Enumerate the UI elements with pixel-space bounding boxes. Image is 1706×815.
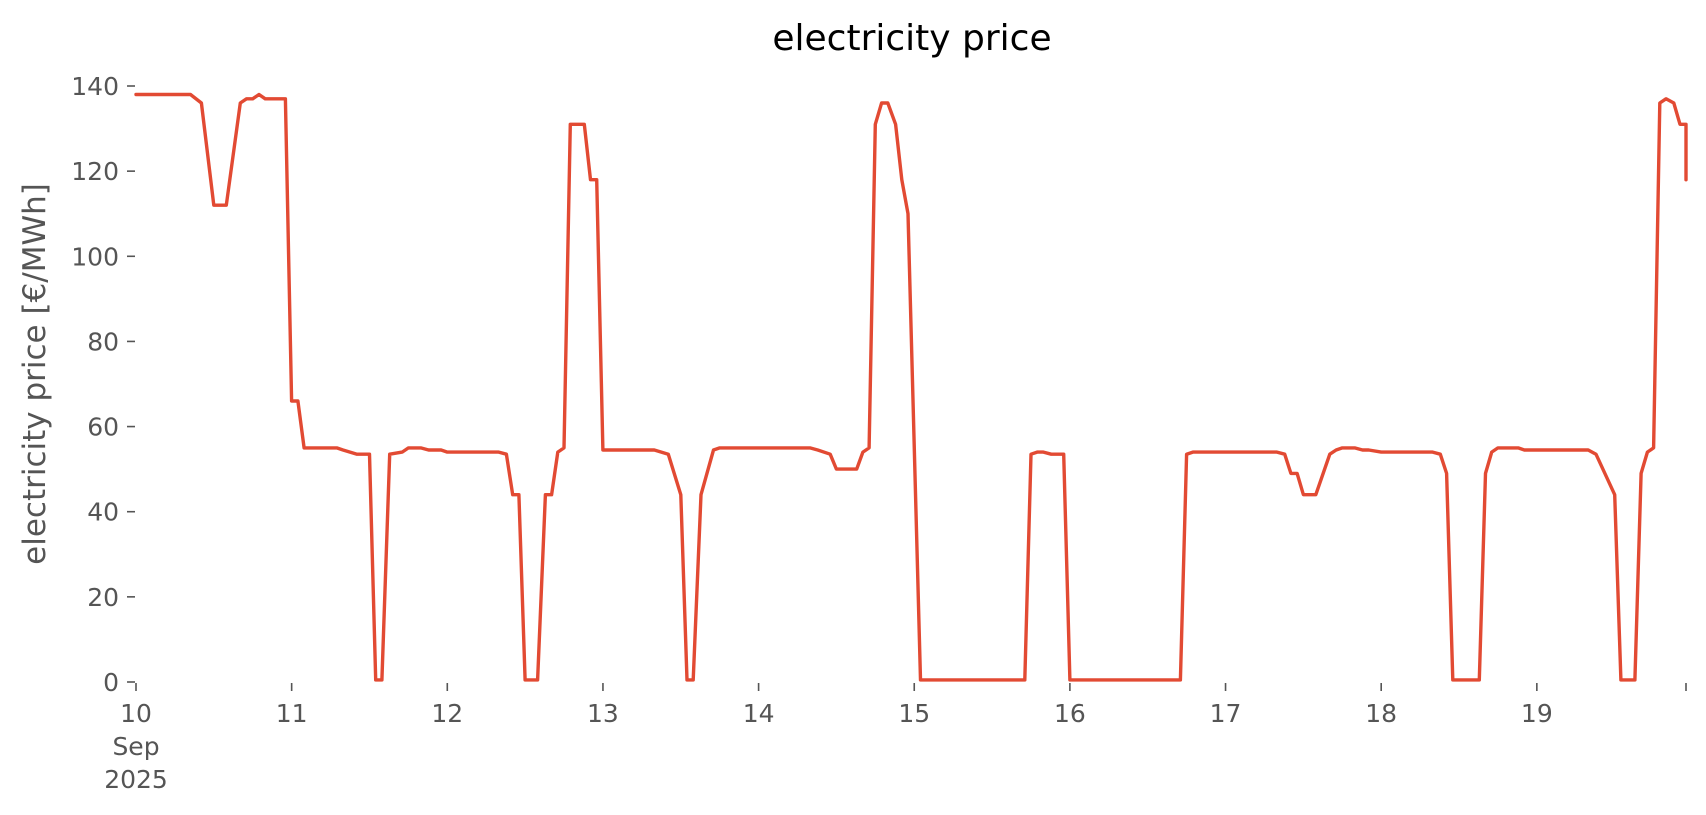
x-tick-label: 10 (120, 699, 152, 728)
y-tick-label: 120 (71, 157, 119, 186)
y-tick-label: 140 (71, 72, 119, 101)
y-tick-label: 40 (87, 498, 119, 527)
x-tick-label: Sep (112, 732, 159, 761)
y-tick-label: 20 (87, 583, 119, 612)
x-tick-label: 18 (1365, 699, 1397, 728)
x-tick-label: 15 (898, 699, 930, 728)
x-tick-label: 16 (1054, 699, 1086, 728)
plot-area (134, 92, 1688, 682)
y-tick-label: 80 (87, 327, 119, 356)
x-tick-label: 17 (1210, 699, 1242, 728)
y-tick-label: 100 (71, 242, 119, 271)
x-tick-label: 14 (743, 699, 775, 728)
x-tick-label: 2025 (104, 765, 168, 794)
x-tick-label: 19 (1521, 699, 1553, 728)
x-tick-label: 11 (276, 699, 308, 728)
y-axis-label: electricity price [€/MWh] (17, 183, 53, 565)
x-tick-label: 13 (587, 699, 619, 728)
electricity-price-series-line (134, 92, 1688, 682)
y-tick-label: 0 (103, 668, 119, 697)
chart-title: electricity price (772, 18, 1051, 59)
y-axis-ticks: 0 20 40 60 80 100 120 140 (71, 72, 135, 697)
x-axis-ticks: 10 Sep 2025 11 12 13 14 15 16 17 18 19 (104, 683, 1687, 794)
y-tick-label: 60 (87, 413, 119, 442)
x-tick-label: 12 (431, 699, 463, 728)
